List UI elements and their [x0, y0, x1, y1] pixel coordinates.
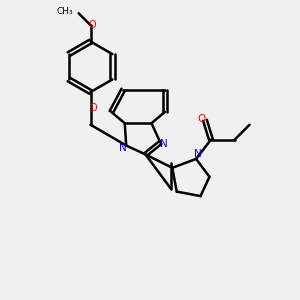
- Text: O: O: [88, 20, 96, 30]
- Text: N: N: [194, 149, 201, 160]
- Text: O: O: [197, 114, 206, 124]
- Text: CH₃: CH₃: [57, 7, 73, 16]
- Text: O: O: [89, 103, 97, 113]
- Text: N: N: [119, 143, 127, 153]
- Text: N: N: [160, 139, 168, 149]
